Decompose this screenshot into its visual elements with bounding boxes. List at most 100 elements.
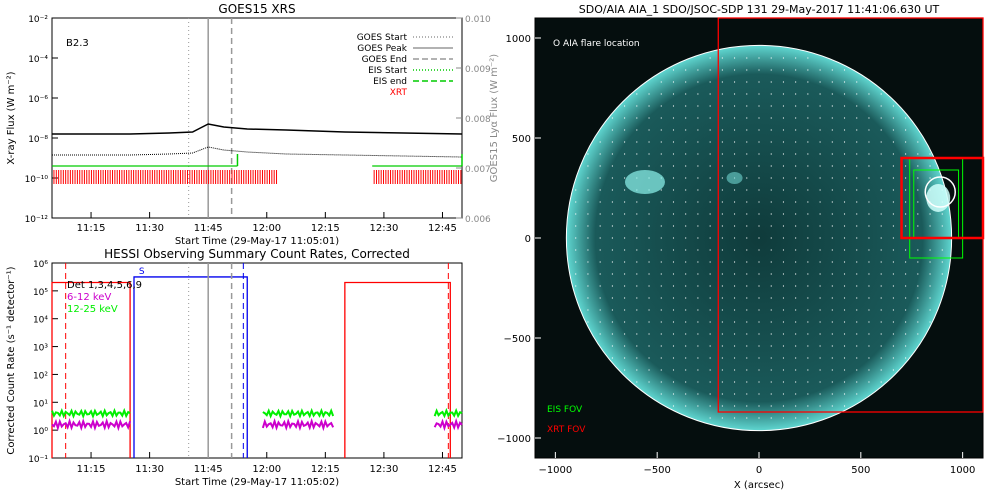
aia-grid-dot xyxy=(697,321,699,323)
aia-grid-dot xyxy=(709,237,711,239)
aia-grid-dot xyxy=(795,309,797,311)
aia-grid-dot xyxy=(648,237,650,239)
aia-grid-dot xyxy=(648,225,650,227)
aia-grid-dot xyxy=(770,165,772,167)
aia-xtick-label: 0 xyxy=(756,465,762,476)
aia-grid-dot xyxy=(672,381,675,383)
aia-grid-dot xyxy=(782,297,785,299)
aia-grid-dot xyxy=(856,261,858,263)
aia-grid-dot xyxy=(624,129,626,131)
aia-grid-dot xyxy=(856,105,858,107)
aia-grid-dot xyxy=(685,177,687,179)
goes-ylabel: X-ray Flux (W m⁻²) xyxy=(6,71,17,164)
aia-grid-dot xyxy=(746,153,748,155)
aia-grid-dot xyxy=(636,297,638,299)
aia-grid-dot xyxy=(697,177,699,179)
aia-grid-dot xyxy=(758,309,760,311)
aia-grid-dot xyxy=(611,309,613,311)
aia-grid-dot xyxy=(880,357,882,359)
aia-grid-dot xyxy=(733,273,736,275)
aia-grid-dot xyxy=(709,333,711,335)
aia-grid-dot xyxy=(672,345,675,347)
hessi-series-12-25 xyxy=(51,407,131,420)
aia-grid-dot xyxy=(636,369,638,371)
aia-grid-dot xyxy=(624,369,626,371)
aia-grid-dot xyxy=(782,273,785,275)
aia-grid-dot xyxy=(672,369,675,371)
aia-grid-dot xyxy=(709,381,711,383)
aia-grid-dot xyxy=(807,369,809,371)
aia-xtick-label: 1000 xyxy=(950,465,975,476)
aia-grid-dot xyxy=(807,273,809,275)
aia-grid-dot xyxy=(770,273,772,275)
aia-grid-dot xyxy=(917,261,919,263)
aia-grid-dot xyxy=(770,297,772,299)
aia-grid-dot xyxy=(807,417,809,419)
aia-grid-dot xyxy=(831,369,833,371)
aia-grid-dot xyxy=(795,201,797,203)
aia-grid-dot xyxy=(611,297,613,299)
aia-grid-dot xyxy=(709,285,711,287)
aia-grid-dot xyxy=(929,285,931,287)
aia-grid-dot xyxy=(843,297,846,299)
aia-grid-dot xyxy=(721,357,723,359)
aia-grid-dot xyxy=(624,309,626,311)
aia-grid-dot xyxy=(758,225,760,227)
goes-y2label: GOES15 Lyα Flux (W m⁻²) xyxy=(489,54,500,182)
aia-grid-dot xyxy=(795,189,797,191)
aia-grid-dot xyxy=(770,309,772,311)
aia-grid-dot xyxy=(648,381,650,383)
aia-grid-dot xyxy=(624,297,626,299)
hessi-ytick-label: 10⁵ xyxy=(33,288,48,298)
aia-grid-dot xyxy=(636,225,638,227)
aia-grid-dot xyxy=(819,381,821,383)
aia-grid-dot xyxy=(831,249,833,251)
aia-grid-dot xyxy=(819,93,821,95)
aia-grid-dot xyxy=(746,309,748,311)
hessi-ytick-label: 10⁶ xyxy=(33,260,48,270)
aia-grid-dot xyxy=(660,141,662,143)
aia-grid-dot xyxy=(599,189,601,191)
goes-series-line xyxy=(52,146,463,158)
aia-grid-dot xyxy=(831,297,833,299)
aia-grid-dot xyxy=(868,237,870,239)
aia-grid-dot xyxy=(721,417,723,419)
aia-grid-dot xyxy=(856,93,858,95)
aia-grid-dot xyxy=(905,213,907,215)
aia-grid-dot xyxy=(746,321,748,323)
aia-grid-dot xyxy=(843,69,846,71)
aia-grid-dot xyxy=(892,333,895,335)
aia-grid-dot xyxy=(746,81,748,83)
aia-grid-dot xyxy=(819,285,821,287)
goes-legend-label: EIS end xyxy=(373,77,407,87)
aia-grid-dot xyxy=(905,225,907,227)
aia-grid-dot xyxy=(807,297,809,299)
aia-grid-dot xyxy=(843,153,846,155)
aia-grid-dot xyxy=(709,165,711,167)
aia-grid-dot xyxy=(746,141,748,143)
aia-grid-dot xyxy=(624,201,626,203)
aia-grid-dot xyxy=(795,141,797,143)
goes-legend-label: GOES Peak xyxy=(357,44,407,54)
aia-grid-dot xyxy=(819,225,821,227)
aia-grid-dot xyxy=(917,201,919,203)
aia-grid-dot xyxy=(746,225,748,227)
aia-grid-dot xyxy=(697,117,699,119)
aia-grid-dot xyxy=(660,369,662,371)
aia-grid-dot xyxy=(648,201,650,203)
aia-grid-dot xyxy=(599,225,601,227)
aia-grid-dot xyxy=(672,405,675,407)
aia-grid-dot xyxy=(831,201,833,203)
aia-grid-dot xyxy=(880,129,882,131)
aia-grid-dot xyxy=(709,321,711,323)
aia-grid-dot xyxy=(868,285,870,287)
aia-grid-dot xyxy=(697,261,699,263)
aia-ytick-label: −500 xyxy=(504,334,531,345)
aia-grid-dot xyxy=(685,285,687,287)
aia-grid-dot xyxy=(868,165,870,167)
hessi-ytick-label: 10¹ xyxy=(33,399,48,409)
aia-grid-dot xyxy=(746,249,748,251)
aia-grid-dot xyxy=(611,201,613,203)
aia-grid-dot xyxy=(929,153,931,155)
aia-grid-dot xyxy=(660,321,662,323)
